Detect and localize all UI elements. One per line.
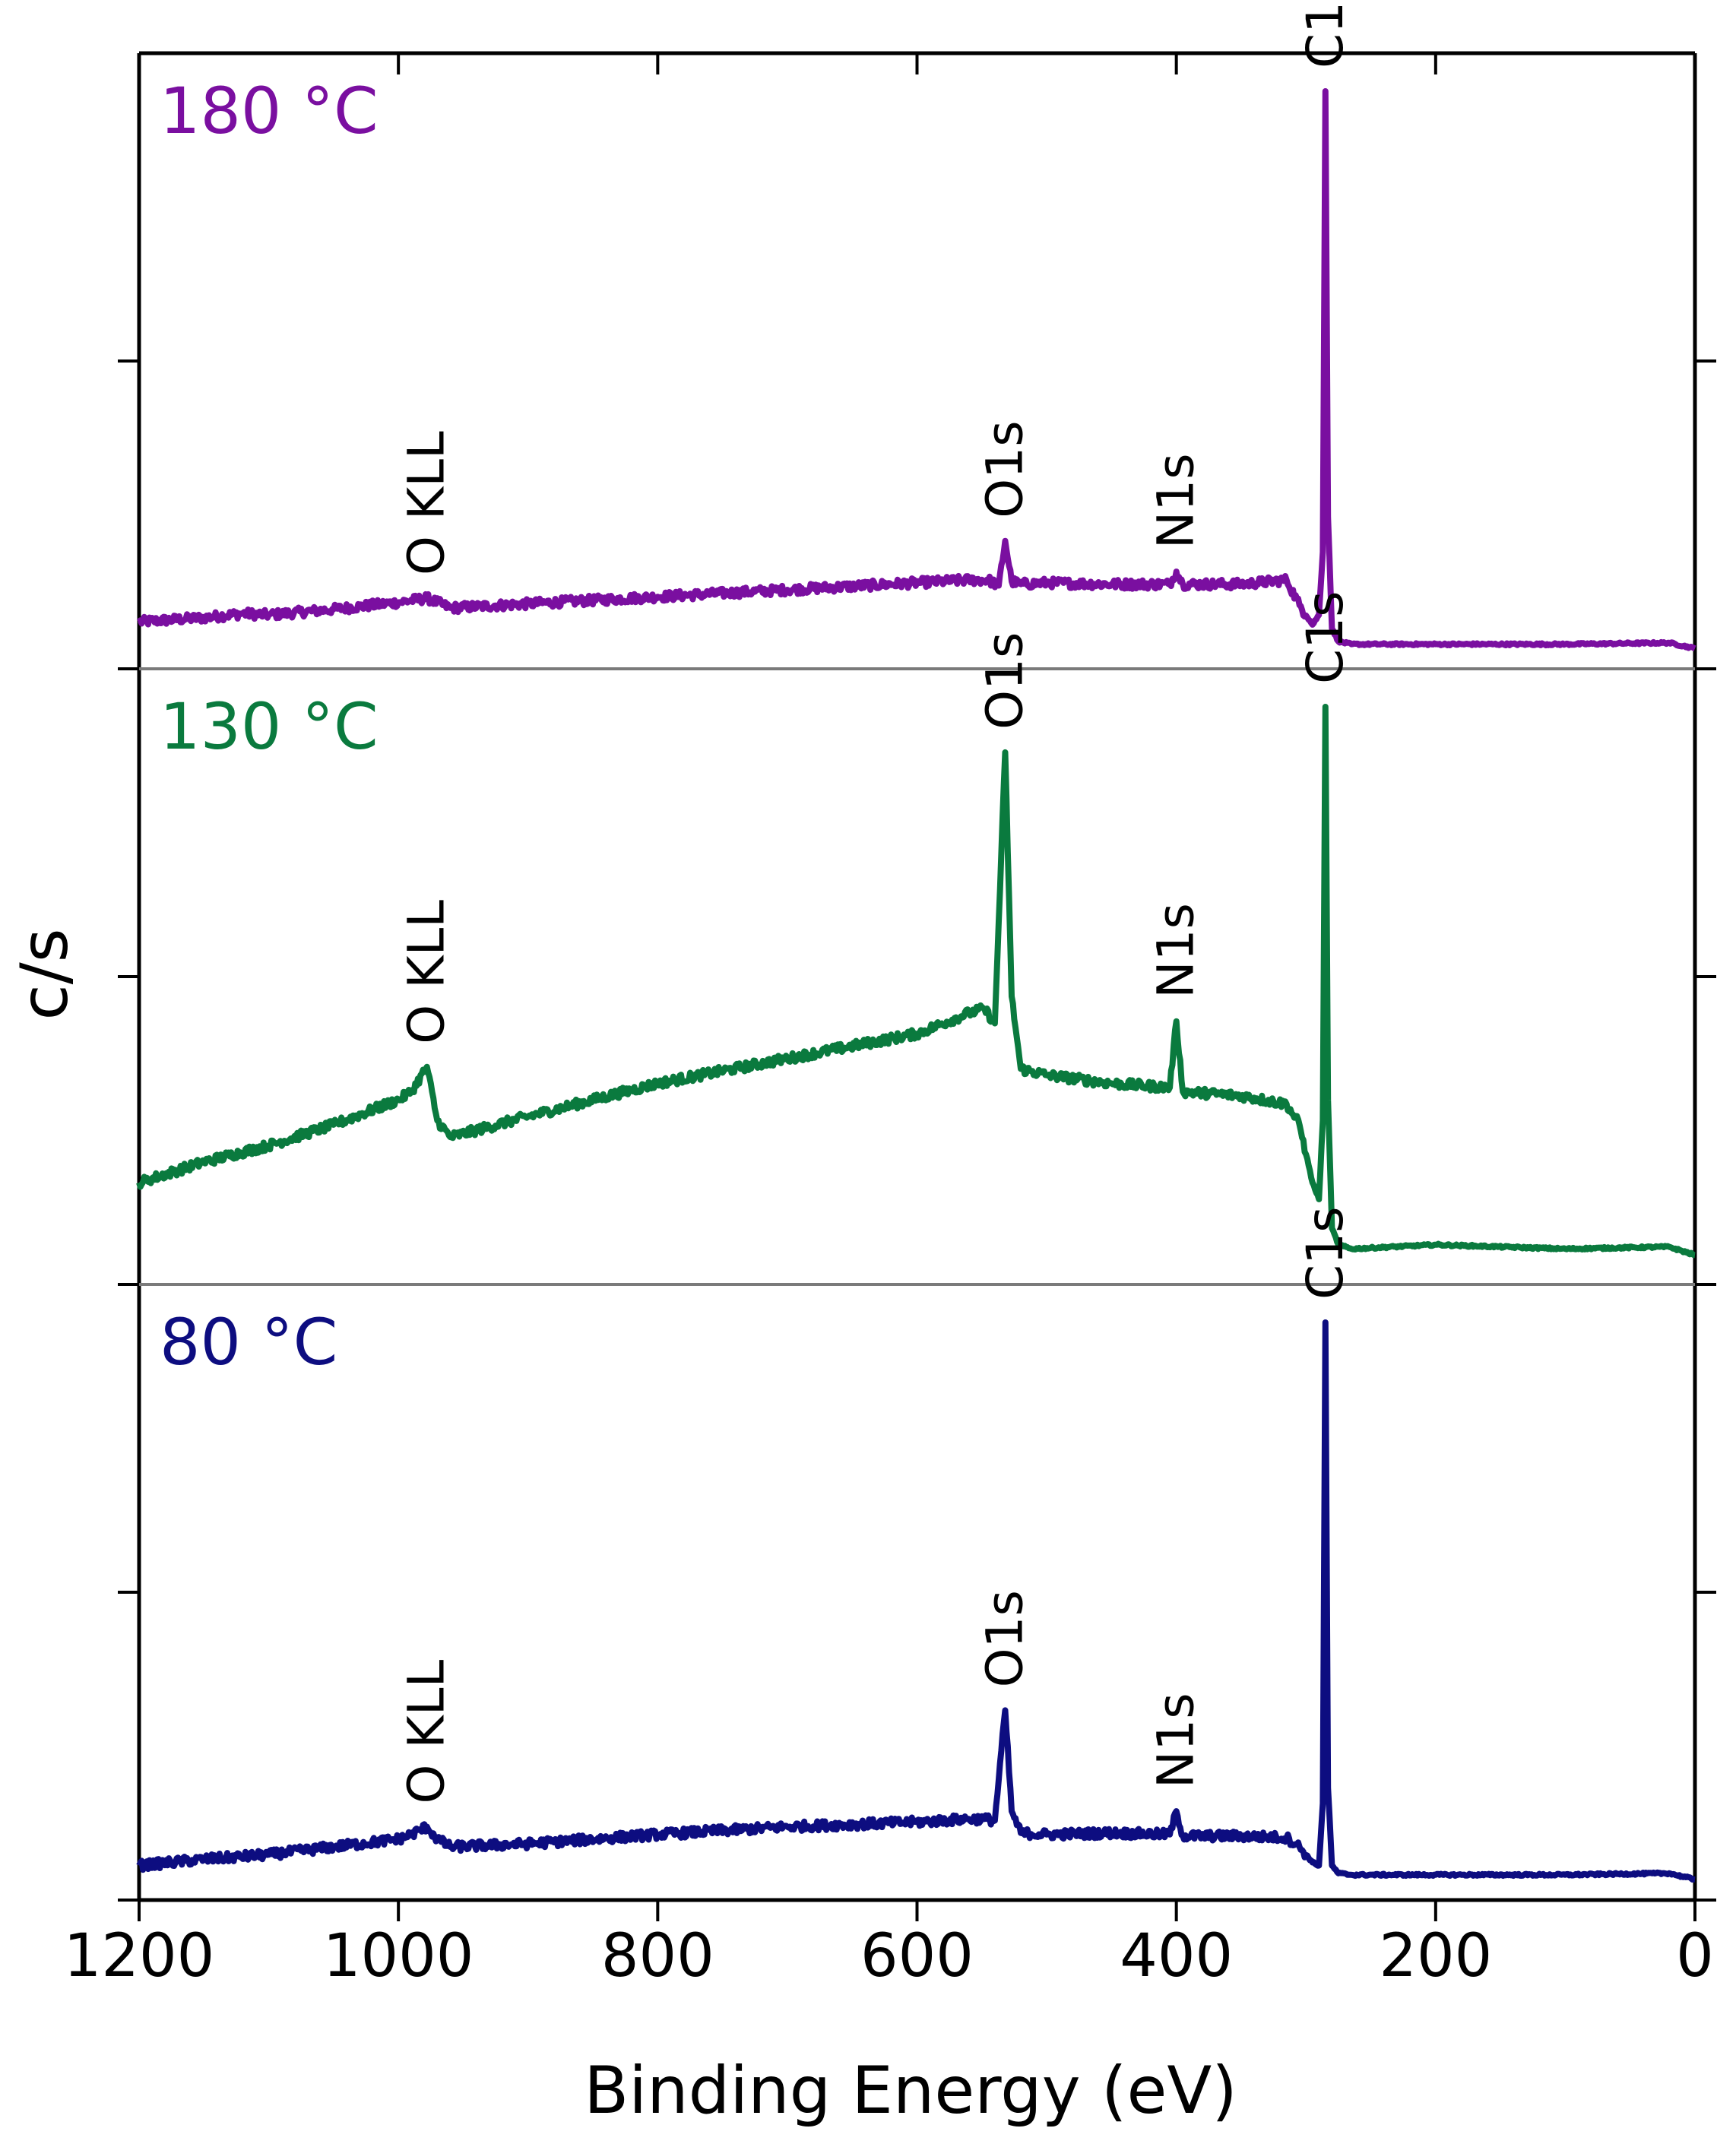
x-axis-title: Binding Energy (eV) xyxy=(584,2053,1237,2129)
x-tick-label: 800 xyxy=(601,1922,714,1990)
peak-label: O KLL xyxy=(398,1660,456,1804)
x-tick-label: 0 xyxy=(1676,1922,1714,1990)
x-tick-label: 200 xyxy=(1379,1922,1492,1990)
peak-label: N1s xyxy=(1147,453,1205,549)
peak-label: O1s xyxy=(976,1590,1034,1687)
peak-label: C1s xyxy=(1296,0,1354,68)
panel-1: 180 °C O KLL O1s N1s C1s xyxy=(136,0,1697,651)
peak-label: C1s xyxy=(1296,591,1354,684)
panel-title: 180 °C xyxy=(160,74,379,148)
peak-label: O1s xyxy=(976,632,1034,730)
y-axis-title: c/s xyxy=(7,928,83,1020)
x-tick-label: 600 xyxy=(860,1922,974,1990)
panel-2: 130 °C O KLL O1s N1s C1s xyxy=(136,591,1697,1259)
peak-label: C1s xyxy=(1296,1207,1354,1300)
panel-title: 130 °C xyxy=(160,689,379,764)
peak-label: N1s xyxy=(1147,903,1205,999)
x-tick-label: 1000 xyxy=(323,1922,474,1990)
x-tick-label: 1200 xyxy=(64,1922,215,1990)
spectrum-line xyxy=(136,88,1697,651)
panel-title: 80 °C xyxy=(160,1305,337,1379)
spectrum-line xyxy=(136,1319,1697,1883)
peak-label: O KLL xyxy=(398,431,456,575)
peak-label: O KLL xyxy=(398,900,456,1044)
x-tick-label: 400 xyxy=(1120,1922,1233,1990)
peak-label: O1s xyxy=(976,420,1034,518)
panel-3: 80 °C O KLL O1s N1s C1s xyxy=(136,1207,1697,1883)
peak-label: N1s xyxy=(1147,1693,1205,1788)
spectrum-line xyxy=(136,704,1697,1259)
